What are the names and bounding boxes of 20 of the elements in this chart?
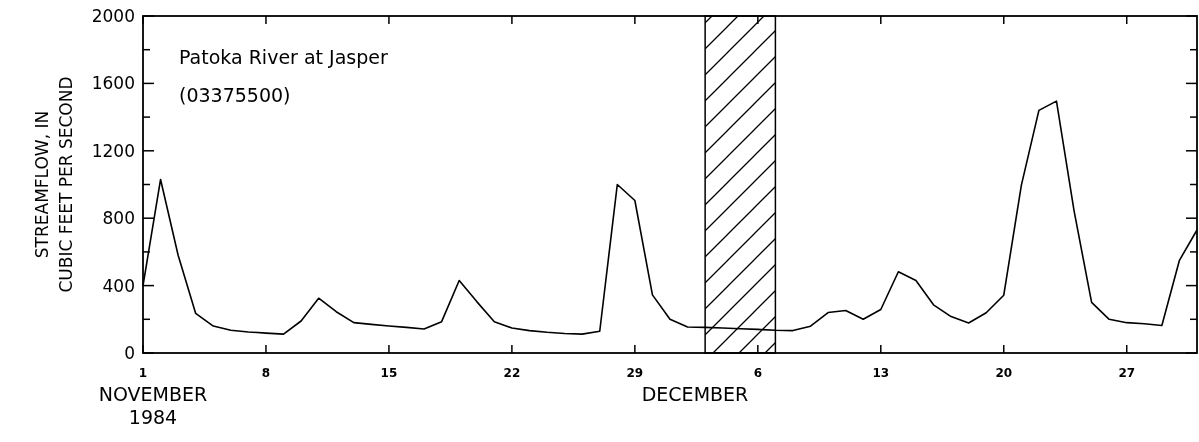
- x-tick-label: 8: [261, 366, 271, 380]
- text: (03375500): [179, 84, 291, 106]
- text: DECEMBER: [641, 383, 749, 405]
- x-tick-label: 22: [503, 366, 521, 380]
- x-tick-label: 15: [380, 366, 398, 380]
- x-tick-label: 20: [995, 366, 1013, 380]
- x-tick-label: 27: [1118, 366, 1136, 380]
- y-tick-label: 2000: [91, 5, 135, 26]
- x-tick-label: 29: [626, 366, 644, 380]
- x-tick-label: 6: [753, 366, 763, 380]
- y-tick-label: 800: [102, 208, 135, 229]
- y-axis-title: STREAMFLOW, IN CUBIC FEET PER SECOND: [32, 76, 76, 293]
- text: Patoka River at Jasper: [179, 46, 388, 68]
- y-tick-label: 1600: [91, 73, 135, 94]
- y-tick-label: 400: [102, 275, 135, 296]
- y-tick-label: 0: [124, 342, 135, 363]
- x-tick-label: 1: [138, 366, 148, 380]
- text: NOVEMBER 1984: [98, 383, 208, 428]
- y-tick-label: 1200: [91, 140, 135, 161]
- x-tick-label: 13: [872, 366, 890, 380]
